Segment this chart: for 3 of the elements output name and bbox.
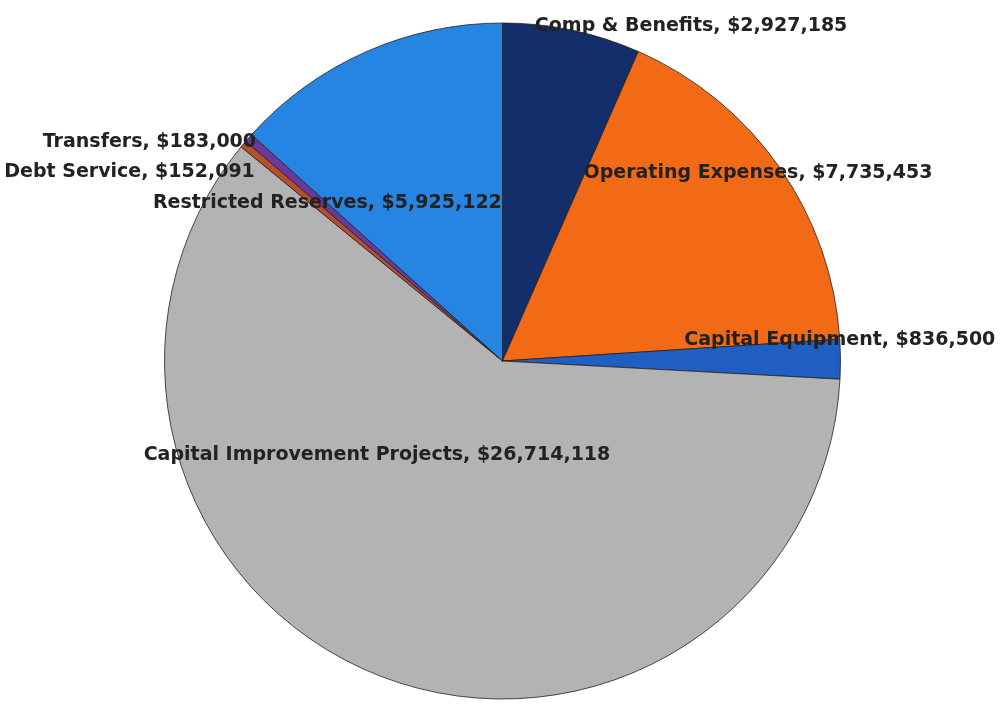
- slice-label: Comp & Benefits, $2,927,185: [534, 12, 848, 35]
- slice-label: Capital Improvement Projects, $26,714,118: [143, 441, 611, 464]
- slice-label: Capital Equipment, $836,500: [684, 327, 996, 350]
